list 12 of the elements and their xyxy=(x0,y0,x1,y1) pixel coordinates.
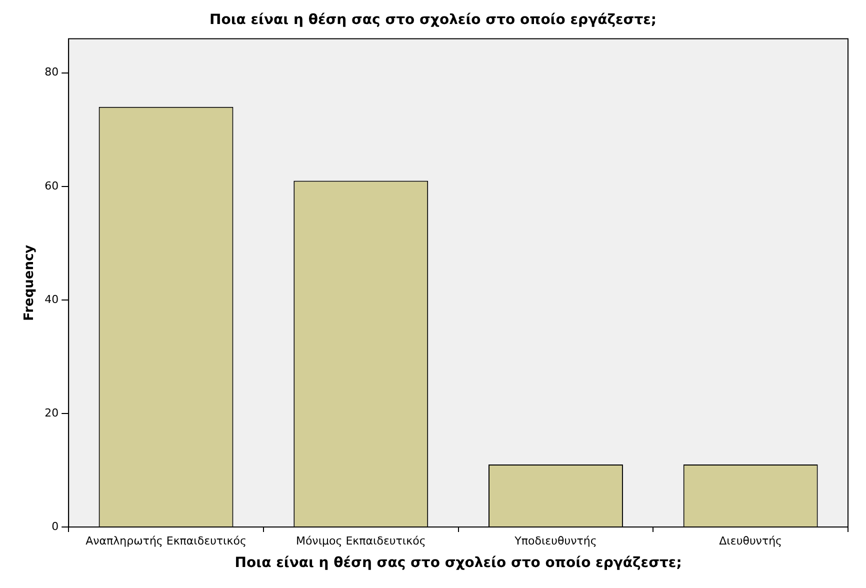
x-tick-label: Διευθυντής xyxy=(719,534,782,548)
x-tick-label: Μόνιμος Εκπαιδευτικός xyxy=(296,534,426,548)
x-axis-title: Ποια είναι η θέση σας στο σχολείο στο οποίο εργάζεστε; xyxy=(234,555,682,572)
x-tick-label: Αναπληρωτής Εκπαιδευτικός xyxy=(86,534,246,548)
y-axis-title: Frequency xyxy=(22,244,38,321)
x-tick-label: Υποδιευθυντής xyxy=(514,534,597,548)
y-tick-label: 0 xyxy=(52,520,59,533)
y-tick-label: 80 xyxy=(44,66,59,79)
y-tick-label: 20 xyxy=(44,406,59,420)
y-tick-label: 40 xyxy=(44,292,59,306)
chart-title: Ποια είναι η θέση σας στο σχολείο στο οποίο εργάζεστε; xyxy=(209,12,657,28)
y-tick-label: 60 xyxy=(44,179,59,192)
